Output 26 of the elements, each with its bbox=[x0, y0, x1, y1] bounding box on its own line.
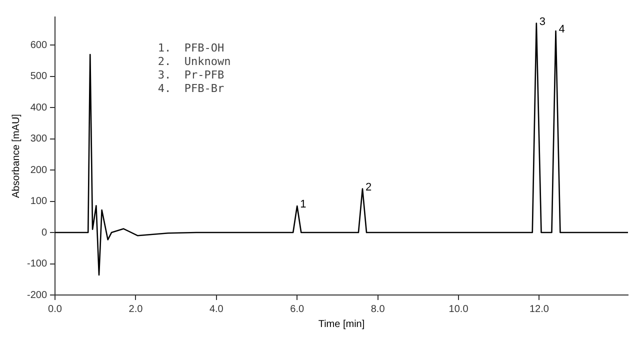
x-tick-label: 0.0 bbox=[48, 304, 62, 315]
x-tick-label: 10.0 bbox=[448, 304, 469, 315]
annotation: 2 bbox=[365, 181, 372, 194]
x-tick-label: 4.0 bbox=[209, 304, 224, 315]
y-tick-label: 500 bbox=[30, 71, 48, 82]
annotation: 1 bbox=[300, 198, 306, 211]
x-axis-title: Time [min] bbox=[318, 318, 365, 330]
y-tick-label: 0 bbox=[41, 227, 48, 238]
annotation: 3. Pr-PFB bbox=[158, 68, 225, 82]
y-tick-label: 100 bbox=[30, 196, 48, 208]
y-tick-label: 300 bbox=[30, 134, 48, 145]
annotation: 4. PFB-Br bbox=[158, 82, 225, 95]
annotation: 3 bbox=[539, 16, 546, 28]
y-tick-label: -200 bbox=[27, 290, 48, 301]
annotation: 1. PFB-OH bbox=[158, 41, 224, 54]
y-axis-title: Absorbance [mAU] bbox=[10, 114, 22, 198]
x-tick-label: 12.0 bbox=[529, 304, 550, 315]
y-tick-label: 400 bbox=[30, 102, 48, 114]
x-tick-label: 8.0 bbox=[370, 304, 386, 315]
y-tick-label: 200 bbox=[30, 164, 48, 176]
annotation: 4 bbox=[558, 24, 565, 36]
y-tick-label: -100 bbox=[27, 258, 48, 270]
y-tick-label: 600 bbox=[30, 40, 48, 51]
x-tick-label: 6.0 bbox=[290, 304, 305, 315]
annotation: 2. Unknown bbox=[158, 54, 231, 68]
x-tick-label: 2.0 bbox=[128, 304, 144, 315]
